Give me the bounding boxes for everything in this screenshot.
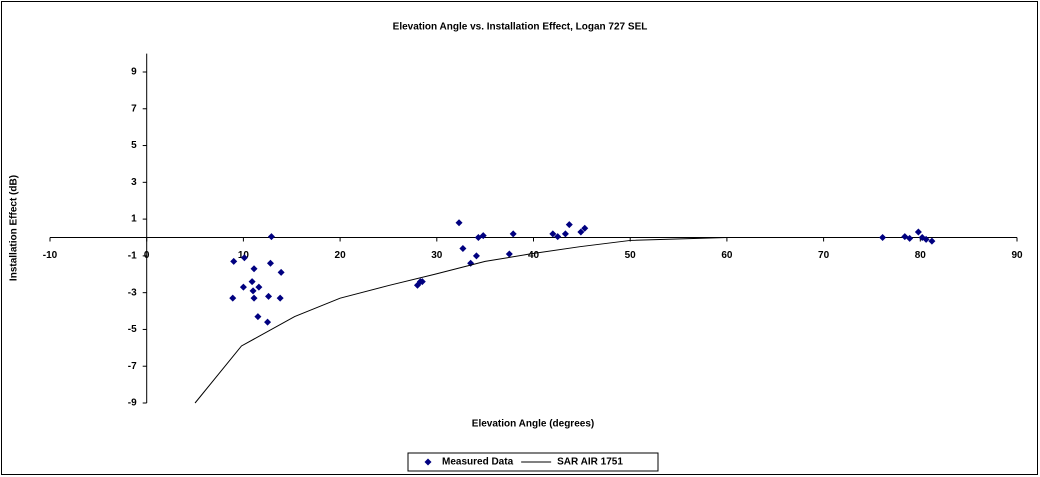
y-tick-label: -3 (128, 287, 137, 298)
y-axis-title: Installation Effect (dB) (9, 175, 20, 281)
x-tick-label: 90 (1011, 250, 1023, 261)
x-axis-title: Elevation Angle (degrees) (472, 419, 594, 430)
data-point (549, 230, 557, 238)
data-point (879, 233, 887, 241)
y-tick-label: 7 (131, 103, 137, 114)
x-tick-label: 50 (625, 250, 637, 261)
data-point (248, 278, 256, 286)
data-point (455, 219, 463, 227)
data-point (250, 265, 258, 273)
y-tick-label: -9 (128, 398, 137, 409)
data-point (505, 250, 513, 258)
y-tick-label: 1 (131, 214, 137, 225)
data-point (230, 257, 238, 265)
data-point (229, 294, 237, 302)
x-tick-label: 0 (144, 250, 150, 261)
legend-label: Measured Data (442, 457, 514, 468)
y-tick-label: 9 (131, 67, 137, 78)
y-tick-label: 3 (131, 177, 137, 188)
x-tick-label: 20 (335, 250, 347, 261)
data-point (479, 232, 487, 240)
legend-marker (424, 458, 432, 466)
data-point (922, 235, 930, 243)
data-point (906, 234, 914, 242)
data-point (509, 230, 517, 238)
data-point (914, 228, 922, 236)
data-point (255, 283, 263, 291)
series-line (194, 236, 727, 404)
x-tick-label: 70 (818, 250, 830, 261)
y-tick-label: -5 (128, 324, 137, 335)
data-point (239, 283, 247, 291)
data-point (276, 294, 284, 302)
data-point (554, 233, 562, 241)
x-tick-label: 40 (528, 250, 540, 261)
data-point (577, 228, 585, 236)
data-point (249, 287, 257, 295)
data-point (277, 268, 285, 276)
data-point (267, 233, 275, 241)
data-point (561, 230, 569, 238)
x-tick-label: 60 (721, 250, 733, 261)
x-tick-label: 30 (431, 250, 443, 261)
data-point (459, 245, 467, 253)
x-tick-label: -10 (43, 250, 58, 261)
data-point (240, 254, 248, 262)
legend-label: SAR AIR 1751 (557, 457, 623, 468)
chart-title: Elevation Angle vs. Installation Effect,… (393, 22, 648, 33)
data-point (928, 237, 936, 245)
y-tick-label: -1 (128, 251, 137, 262)
y-tick-label: -7 (128, 361, 137, 372)
data-point (565, 221, 573, 229)
x-tick-label: 80 (915, 250, 927, 261)
data-point (265, 292, 273, 300)
data-point (472, 252, 480, 260)
data-point (250, 294, 258, 302)
data-point (418, 278, 426, 286)
y-tick-label: 5 (131, 140, 137, 151)
data-point (254, 313, 262, 321)
data-point (266, 259, 274, 267)
data-point (264, 318, 272, 326)
data-point (581, 224, 589, 232)
